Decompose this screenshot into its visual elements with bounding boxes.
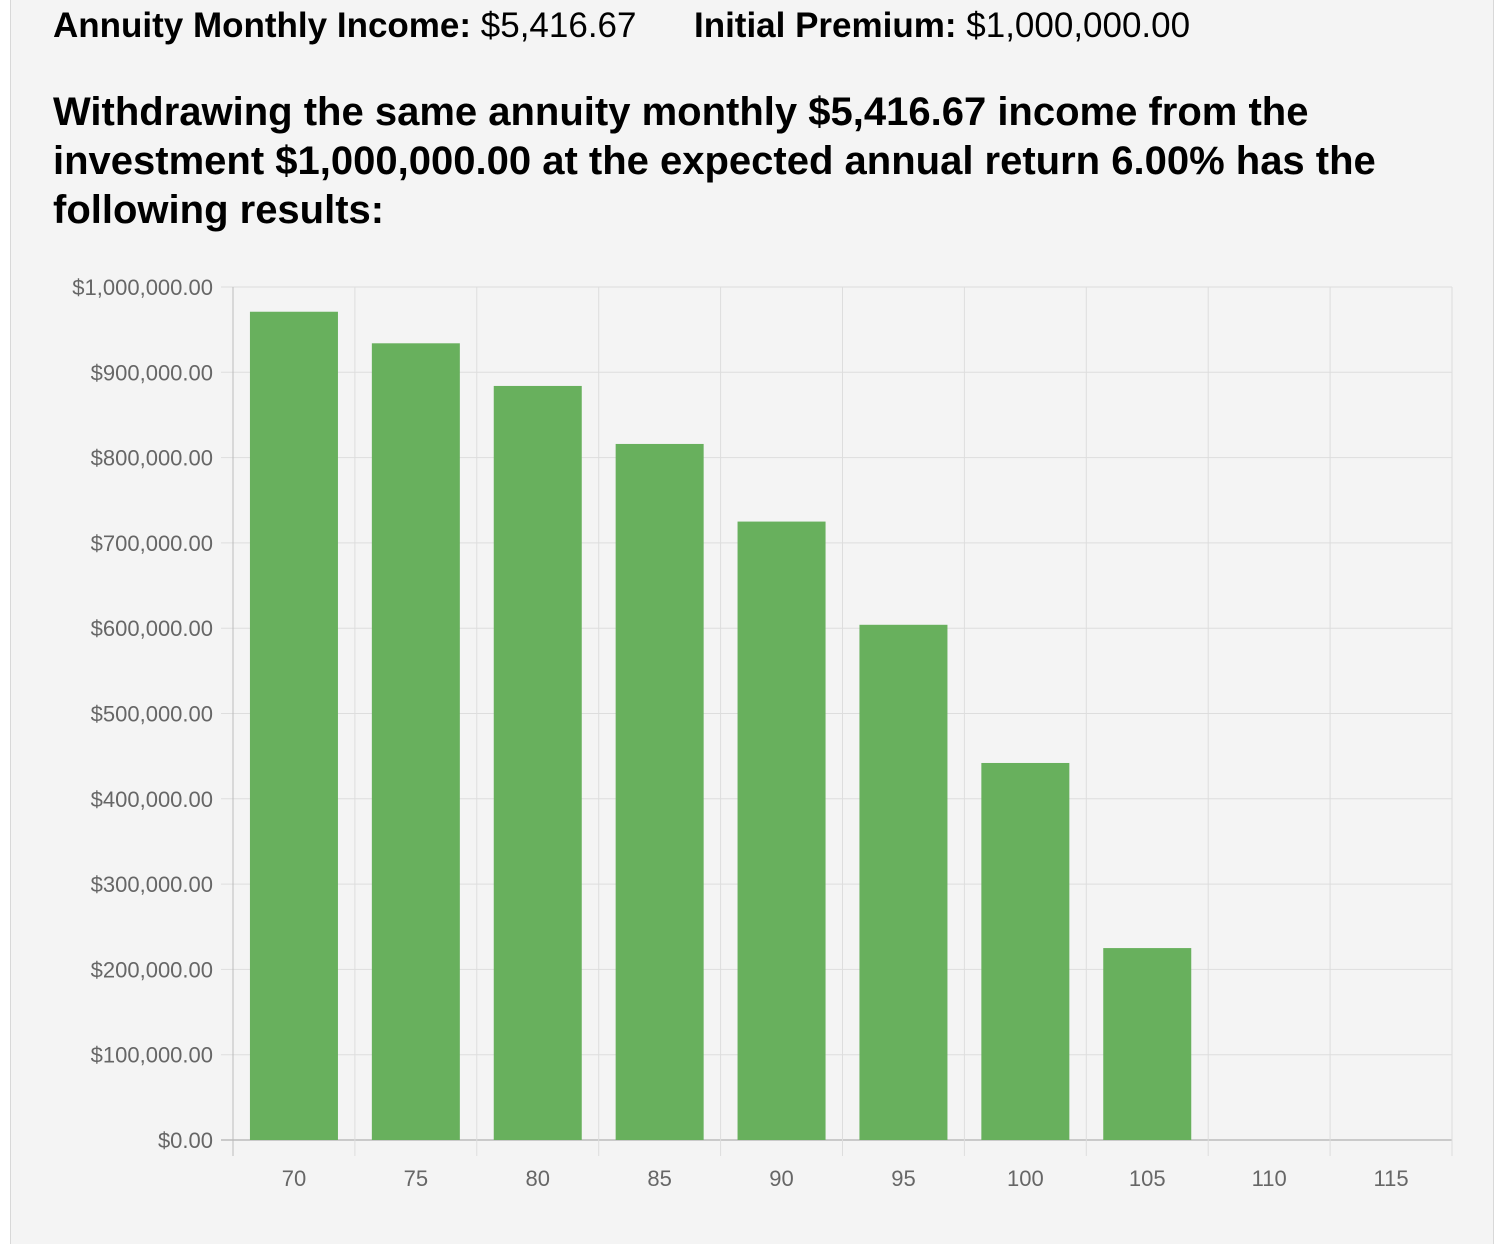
bar-age-85[interactable] [615,443,704,1140]
x-tick-label: 110 [1252,1166,1287,1191]
income-value: $5,416.67 [480,6,637,45]
bar-age-70[interactable] [249,311,338,1140]
premium-label: Initial Premium: [693,6,957,45]
y-tick-label: $500,000.00 [91,702,213,727]
bar-age-105[interactable] [1103,948,1192,1140]
y-tick-label: $800,000.00 [91,446,213,471]
bar-age-100[interactable] [981,762,1070,1140]
bar-age-80[interactable] [493,385,582,1140]
y-tick-label: $900,000.00 [91,360,213,385]
y-tick-label: $700,000.00 [91,531,213,556]
cutoff-text-fragment [53,1236,613,1244]
x-tick-label: 80 [526,1166,550,1191]
x-tick-label: 95 [891,1166,915,1191]
x-tick-label: 115 [1374,1166,1409,1191]
x-tick-label: 75 [404,1166,428,1191]
x-tick-label: 90 [769,1166,793,1191]
y-tick-label: $200,000.00 [91,957,213,982]
bar-age-95[interactable] [859,624,948,1140]
x-tick-label: 105 [1129,1166,1166,1191]
y-tick-label: $400,000.00 [91,787,213,812]
y-tick-label: $0.00 [158,1128,213,1153]
y-tick-label: $1,000,000.00 [72,275,213,300]
results-panel: Annuity Monthly Income: $5,416.67 Initia… [10,0,1494,1244]
summary-line: Annuity Monthly Income: $5,416.67 Initia… [53,6,1190,46]
bar-age-75[interactable] [371,343,460,1141]
y-tick-label: $300,000.00 [91,872,213,897]
x-tick-label: 85 [647,1166,671,1191]
x-tick-label: 70 [282,1166,306,1191]
results-heading: Withdrawing the same annuity monthly $5,… [53,90,1376,232]
income-label: Annuity Monthly Income: [53,6,472,45]
balance-bar-chart: $0.00 $100,000.00 $200,000.00 $300,000.00 $4… [72,275,1453,1191]
bar-age-90[interactable] [737,521,826,1140]
y-tick-label: $100,000.00 [91,1043,213,1068]
y-tick-label: $600,000.00 [91,616,213,641]
premium-value: $1,000,000.00 [966,6,1191,45]
x-tick-label: 100 [1007,1166,1044,1191]
